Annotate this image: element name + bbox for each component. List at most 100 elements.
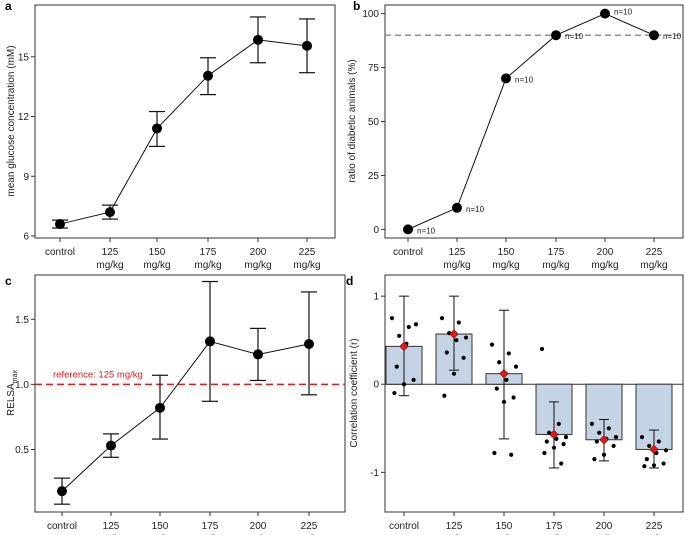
data-point <box>556 421 561 426</box>
y-tick-label: 100 <box>362 9 379 20</box>
data-point <box>647 443 652 449</box>
mean-marker <box>399 341 409 351</box>
data-point <box>454 338 459 343</box>
x-tick-label: control <box>45 247 75 258</box>
x-tick-label: control <box>389 521 419 532</box>
data-point <box>501 73 511 84</box>
data-point <box>644 457 649 462</box>
y-tick-label: 15 <box>18 52 30 63</box>
data-point <box>497 360 502 365</box>
data-point <box>411 377 416 382</box>
y-tick-label: 9 <box>23 172 29 183</box>
y-tick-label: 1.5 <box>15 315 29 326</box>
data-point <box>639 435 645 440</box>
data-point <box>663 448 669 453</box>
y-axis-label-subscript: max <box>12 369 19 383</box>
data-point <box>513 364 519 369</box>
data-point <box>57 486 67 497</box>
n-label: n=10 <box>515 75 534 84</box>
data-point <box>561 442 566 447</box>
data-point <box>444 350 449 355</box>
data-point <box>205 336 215 347</box>
y-tick-label: 75 <box>368 63 380 74</box>
y-tick-label: 12 <box>18 112 30 123</box>
data-point <box>489 342 495 347</box>
data-point <box>152 123 162 134</box>
data-point <box>542 450 547 456</box>
data-point <box>649 30 659 41</box>
y-axis-label: ratio of diabetic animals (%) <box>347 59 358 182</box>
data-point <box>592 457 597 462</box>
data-point <box>613 435 619 440</box>
data-point <box>589 421 595 426</box>
mean-marker <box>599 435 609 445</box>
x-tick-label: control <box>393 247 423 258</box>
data-point <box>544 439 549 444</box>
y-tick-label: 0 <box>373 225 379 236</box>
data-point <box>55 219 65 230</box>
data-point <box>506 351 511 356</box>
data-point <box>253 349 263 360</box>
data-point <box>463 335 469 340</box>
data-point <box>461 355 466 360</box>
panel-letter: c <box>5 274 12 288</box>
y-axis-label: RELSAmax <box>6 369 19 416</box>
y-axis-label-main: RELSA <box>6 383 17 416</box>
series-line <box>59 39 308 225</box>
data-point <box>451 371 457 376</box>
data-point <box>539 346 545 352</box>
data-point <box>397 333 402 338</box>
data-point <box>106 440 116 451</box>
data-point <box>304 339 314 350</box>
data-point <box>551 30 561 41</box>
data-point <box>452 202 462 213</box>
data-point <box>511 395 516 400</box>
data-point <box>563 435 569 440</box>
panel-letter: b <box>353 0 360 13</box>
data-point <box>559 461 564 466</box>
data-point <box>302 40 312 51</box>
n-label: n=10 <box>417 226 436 235</box>
data-point <box>406 324 411 330</box>
data-point <box>413 322 419 327</box>
data-point <box>105 207 115 218</box>
y-tick-label: 25 <box>368 171 380 182</box>
panel-letter: d <box>346 274 353 288</box>
n-label: n=10 <box>663 32 682 41</box>
axes-frame <box>34 4 336 239</box>
data-point <box>661 461 666 466</box>
axes-frame <box>384 274 684 513</box>
series-line <box>61 340 310 492</box>
data-point <box>600 8 610 19</box>
mean-marker <box>549 429 559 440</box>
reference-label: reference: 125 mg/kg <box>53 369 143 380</box>
mean-marker <box>449 329 459 339</box>
data-point <box>642 464 647 469</box>
data-point <box>594 439 599 444</box>
data-point <box>203 70 213 81</box>
y-tick-label: 1.0 <box>15 380 29 391</box>
panel-letter: a <box>5 0 12 13</box>
y-tick-label: 0 <box>373 380 379 391</box>
data-point <box>494 386 499 391</box>
data-point <box>389 316 395 321</box>
data-point <box>611 443 616 449</box>
